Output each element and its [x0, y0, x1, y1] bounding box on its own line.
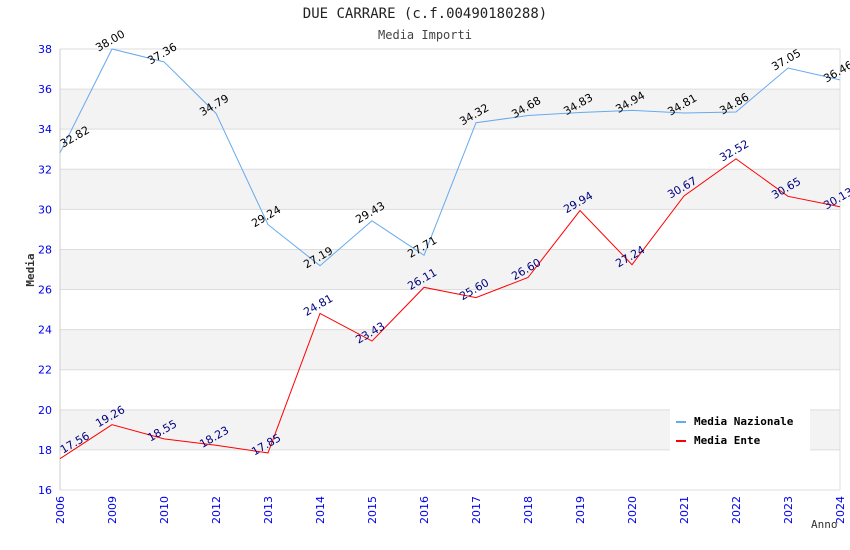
y-tick-label: 30	[38, 203, 52, 216]
y-tick-label: 38	[38, 43, 52, 56]
series-line-ente	[59, 158, 841, 460]
x-tick-label: 2019	[574, 496, 587, 524]
y-tick-label: 24	[38, 324, 52, 337]
y-tick-label: 16	[38, 484, 52, 497]
y-tick-label: 28	[38, 243, 52, 256]
x-tick-label: 2009	[106, 496, 119, 524]
x-tick-label: 2024	[834, 496, 847, 524]
x-tick-label: 2017	[470, 496, 483, 524]
legend: Media Nazionale Media Ente	[670, 408, 810, 451]
data-label: 24.81	[301, 292, 335, 319]
x-tick-label: 2016	[418, 496, 431, 524]
x-tick-label: 2022	[730, 496, 743, 524]
x-tick-label: 2021	[678, 496, 691, 524]
x-tick-label: 2012	[210, 496, 223, 524]
x-tick-label: 2020	[626, 496, 639, 524]
grid-band	[60, 89, 840, 130]
y-tick-label: 32	[38, 163, 52, 176]
legend-label-ente: Media Ente	[694, 434, 761, 447]
x-tick-label: 2010	[158, 496, 171, 524]
grid-band	[60, 329, 840, 370]
y-tick-label: 26	[38, 284, 52, 297]
chart-title: DUE CARRARE (c.f.00490180288)	[303, 6, 547, 22]
x-tick-label: 2006	[54, 496, 67, 524]
y-axis-label: Media	[24, 253, 37, 286]
data-label: 36.46	[821, 58, 850, 85]
x-tick-label: 2018	[522, 496, 535, 524]
y-tick-label: 34	[38, 123, 52, 136]
series-line-nazionale	[59, 48, 841, 267]
data-label: 38.00	[93, 27, 127, 54]
y-tick-label: 18	[38, 444, 52, 457]
x-tick-label: 2015	[366, 496, 379, 524]
data-label: 37.36	[145, 40, 179, 67]
y-tick-label: 22	[38, 364, 52, 377]
grid-band	[60, 249, 840, 290]
x-tick-label: 2013	[262, 496, 275, 524]
x-tick-label: 2014	[314, 496, 327, 524]
x-axis-label: Anno	[811, 518, 838, 531]
y-tick-label: 36	[38, 83, 52, 96]
x-tick-label: 2023	[782, 496, 795, 524]
y-tick-label: 20	[38, 404, 52, 417]
legend-label-nazionale: Media Nazionale	[694, 415, 794, 428]
chart-subtitle: Media Importi	[378, 28, 472, 42]
